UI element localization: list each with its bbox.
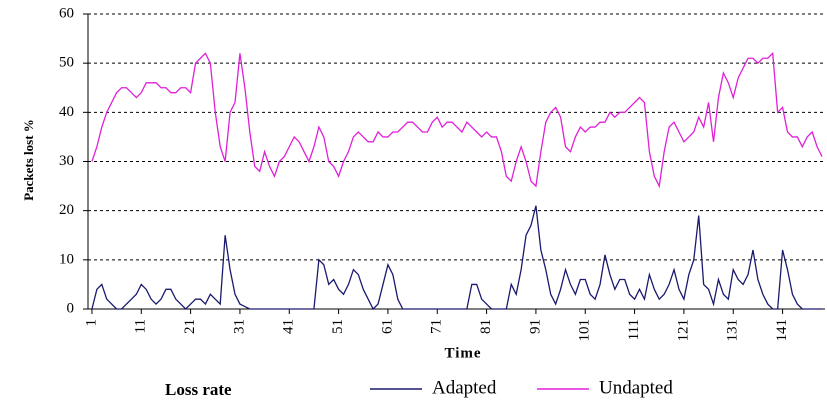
y-tick-label: 20 — [59, 202, 74, 218]
x-tick-label: 1 — [83, 319, 99, 327]
y-tick-label: 50 — [59, 55, 74, 71]
x-tick-label: 121 — [675, 319, 691, 342]
x-tick-label: 11 — [133, 319, 149, 333]
y-tick-label: 0 — [67, 300, 75, 316]
x-tick-label: 141 — [774, 319, 790, 342]
y-tick-label: 10 — [59, 251, 74, 267]
x-tick-label: 61 — [379, 319, 395, 334]
x-tick-label: 51 — [330, 319, 346, 334]
line-series — [91, 205, 823, 311]
x-axis-title: Time — [444, 345, 481, 361]
x-tick-label: 81 — [478, 319, 494, 334]
y-tick-label: 30 — [59, 153, 74, 169]
legend-title: Loss rate — [165, 380, 232, 399]
y-axis-title: Packets lost % — [21, 119, 36, 201]
legend-label: Adapted — [432, 377, 497, 398]
x-tick-label: 91 — [527, 319, 543, 334]
line-series — [91, 51, 823, 189]
x-tick-label: 21 — [182, 319, 198, 334]
x-tick-label: 41 — [281, 319, 297, 334]
legend-label: Undapted — [599, 377, 673, 398]
y-tick-label: 60 — [59, 5, 74, 21]
x-tick-label: 131 — [725, 319, 741, 342]
x-tick-label: 101 — [577, 319, 593, 342]
y-tick-label: 40 — [59, 104, 74, 120]
x-tick-label: 31 — [231, 319, 247, 334]
x-tick-label: 111 — [626, 319, 642, 340]
x-tick-label: 71 — [429, 319, 445, 334]
